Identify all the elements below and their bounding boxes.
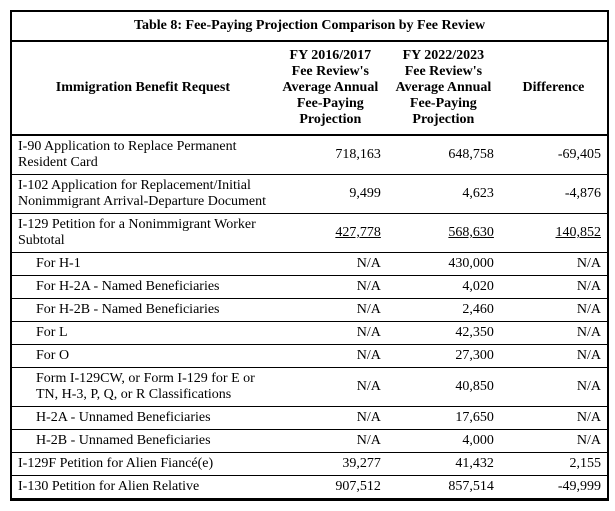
row-diff: -69,405 bbox=[500, 135, 607, 175]
row-v2: 17,650 bbox=[387, 407, 500, 430]
row-label: Form I-129CW, or Form I-129 for E or TN,… bbox=[12, 368, 274, 407]
table-row: H-2A - Unnamed BeneficiariesN/A17,650N/A bbox=[12, 407, 607, 430]
table-title: Table 8: Fee-Paying Projection Compariso… bbox=[12, 12, 607, 42]
row-diff: 2,155 bbox=[500, 453, 607, 476]
table-row: For ON/A27,300N/A bbox=[12, 345, 607, 368]
row-v1: N/A bbox=[274, 299, 387, 322]
row-diff: N/A bbox=[500, 299, 607, 322]
table-row: I-129F Petition for Alien Fiancé(e)39,27… bbox=[12, 453, 607, 476]
row-label: For H-2B - Named Beneficiaries bbox=[12, 299, 274, 322]
row-v2: 42,350 bbox=[387, 322, 500, 345]
row-diff: 140,852 bbox=[500, 214, 607, 253]
row-diff: N/A bbox=[500, 253, 607, 276]
row-diff: N/A bbox=[500, 322, 607, 345]
row-label: I-130 Petition for Alien Relative bbox=[12, 476, 274, 499]
header-col2: FY 2016/2017 Fee Review's Average Annual… bbox=[274, 42, 387, 135]
row-diff: N/A bbox=[500, 276, 607, 299]
table-row: I-102 Application for Replacement/Initia… bbox=[12, 175, 607, 214]
table-row: For H-2B - Named BeneficiariesN/A2,460N/… bbox=[12, 299, 607, 322]
row-label: For O bbox=[12, 345, 274, 368]
row-v1: N/A bbox=[274, 345, 387, 368]
row-label: H-2A - Unnamed Beneficiaries bbox=[12, 407, 274, 430]
row-diff: N/A bbox=[500, 345, 607, 368]
row-diff: N/A bbox=[500, 368, 607, 407]
row-v1: 427,778 bbox=[274, 214, 387, 253]
header-col1: Immigration Benefit Request bbox=[12, 42, 274, 135]
row-label: I-102 Application for Replacement/Initia… bbox=[12, 175, 274, 214]
row-v1: 907,512 bbox=[274, 476, 387, 499]
table-row: For LN/A42,350N/A bbox=[12, 322, 607, 345]
table-row: For H-1N/A430,000N/A bbox=[12, 253, 607, 276]
row-diff: N/A bbox=[500, 407, 607, 430]
data-table: Immigration Benefit Request FY 2016/2017… bbox=[12, 42, 607, 499]
header-col3: FY 2022/2023 Fee Review's Average Annual… bbox=[387, 42, 500, 135]
row-v1: N/A bbox=[274, 407, 387, 430]
header-row: Immigration Benefit Request FY 2016/2017… bbox=[12, 42, 607, 135]
row-diff: N/A bbox=[500, 430, 607, 453]
table-row: For H-2A - Named BeneficiariesN/A4,020N/… bbox=[12, 276, 607, 299]
row-v2: 2,460 bbox=[387, 299, 500, 322]
row-v2: 41,432 bbox=[387, 453, 500, 476]
row-v2: 568,630 bbox=[387, 214, 500, 253]
fee-projection-table: Table 8: Fee-Paying Projection Compariso… bbox=[10, 10, 609, 501]
row-v2: 40,850 bbox=[387, 368, 500, 407]
row-v1: N/A bbox=[274, 430, 387, 453]
table-row: I-129 Petition for a Nonimmigrant Worker… bbox=[12, 214, 607, 253]
row-v1: N/A bbox=[274, 253, 387, 276]
row-v1: N/A bbox=[274, 276, 387, 299]
row-v2: 4,020 bbox=[387, 276, 500, 299]
row-v2: 857,514 bbox=[387, 476, 500, 499]
table-row: H-2B - Unnamed BeneficiariesN/A4,000N/A bbox=[12, 430, 607, 453]
row-v2: 4,000 bbox=[387, 430, 500, 453]
row-v2: 4,623 bbox=[387, 175, 500, 214]
row-label: I-129 Petition for a Nonimmigrant Worker… bbox=[12, 214, 274, 253]
row-v2: 648,758 bbox=[387, 135, 500, 175]
row-v1: N/A bbox=[274, 322, 387, 345]
table-row: Form I-129CW, or Form I-129 for E or TN,… bbox=[12, 368, 607, 407]
row-v2: 27,300 bbox=[387, 345, 500, 368]
row-v1: 39,277 bbox=[274, 453, 387, 476]
row-v1: 9,499 bbox=[274, 175, 387, 214]
table-row: I-90 Application to Replace Permanent Re… bbox=[12, 135, 607, 175]
row-v1: N/A bbox=[274, 368, 387, 407]
table-row: I-130 Petition for Alien Relative907,512… bbox=[12, 476, 607, 499]
row-diff: -4,876 bbox=[500, 175, 607, 214]
row-diff: -49,999 bbox=[500, 476, 607, 499]
row-v1: 718,163 bbox=[274, 135, 387, 175]
row-label: H-2B - Unnamed Beneficiaries bbox=[12, 430, 274, 453]
row-label: I-90 Application to Replace Permanent Re… bbox=[12, 135, 274, 175]
row-label: For H-2A - Named Beneficiaries bbox=[12, 276, 274, 299]
row-label: For L bbox=[12, 322, 274, 345]
row-label: I-129F Petition for Alien Fiancé(e) bbox=[12, 453, 274, 476]
row-v2: 430,000 bbox=[387, 253, 500, 276]
header-col4: Difference bbox=[500, 42, 607, 135]
row-label: For H-1 bbox=[12, 253, 274, 276]
